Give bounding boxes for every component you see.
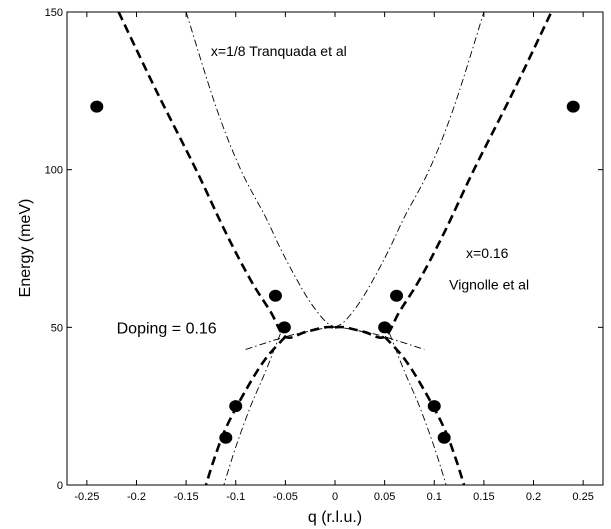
dispersion-curve-dashed bbox=[334, 12, 553, 340]
data-point bbox=[437, 431, 451, 444]
dispersion-curve-dashdot bbox=[185, 12, 336, 328]
x-tick-label: -0.05 bbox=[273, 491, 298, 503]
x-tick-label: 0.25 bbox=[572, 491, 593, 503]
data-point bbox=[390, 289, 404, 302]
y-tick-label: 0 bbox=[57, 480, 63, 492]
annotation-x016: x=0.16 bbox=[466, 245, 509, 261]
data-point bbox=[427, 400, 441, 413]
x-tick-label: 0 bbox=[332, 491, 338, 503]
data-point bbox=[277, 321, 291, 334]
data-point bbox=[229, 400, 243, 413]
y-axis-title: Energy (meV) bbox=[17, 199, 34, 298]
dispersion-curve-dashed bbox=[204, 335, 287, 485]
x-tick-label: 0.05 bbox=[374, 491, 395, 503]
x-tick-label: -0.25 bbox=[74, 491, 99, 503]
axis-ticks: -0.25 -0.2 -0.15 -0.1 -0.05 0 0.05 0.1 0.15 0.2 0.… bbox=[45, 7, 603, 503]
x-tick-label: 0.2 bbox=[526, 491, 541, 503]
dispersion-curve-dashdot bbox=[245, 326, 425, 350]
annotation-doping: Doping = 0.16 bbox=[117, 321, 217, 338]
x-tick-label: -0.15 bbox=[174, 491, 199, 503]
y-tick-label: 100 bbox=[45, 165, 63, 177]
annotation-tranquada: x=1/8 Tranquada et al bbox=[211, 43, 347, 59]
x-tick-label: -0.1 bbox=[226, 491, 245, 503]
y-tick-label: 50 bbox=[51, 322, 63, 334]
dispersion-curve-dashdot bbox=[223, 333, 281, 485]
plot-frame bbox=[66, 11, 604, 486]
dispersion-curve-dashdot bbox=[334, 12, 485, 328]
dispersion-curve-dashed bbox=[383, 335, 466, 485]
x-tick-label: 0.15 bbox=[473, 491, 494, 503]
data-point bbox=[90, 100, 104, 113]
data-point bbox=[378, 321, 392, 334]
data-point bbox=[219, 431, 233, 444]
y-tick-label: 150 bbox=[45, 7, 63, 19]
plot-content bbox=[90, 12, 580, 485]
dispersion-curve-dashed bbox=[117, 12, 336, 340]
x-tick-label: 0.1 bbox=[427, 491, 442, 503]
data-point bbox=[268, 289, 282, 302]
dispersion-curve-dashdot bbox=[389, 333, 447, 485]
annotation-vignolle: Vignolle et al bbox=[449, 276, 529, 292]
x-tick-label: -0.2 bbox=[127, 491, 146, 503]
data-point bbox=[566, 100, 580, 113]
x-axis-title: q (r.l.u.) bbox=[308, 509, 362, 526]
